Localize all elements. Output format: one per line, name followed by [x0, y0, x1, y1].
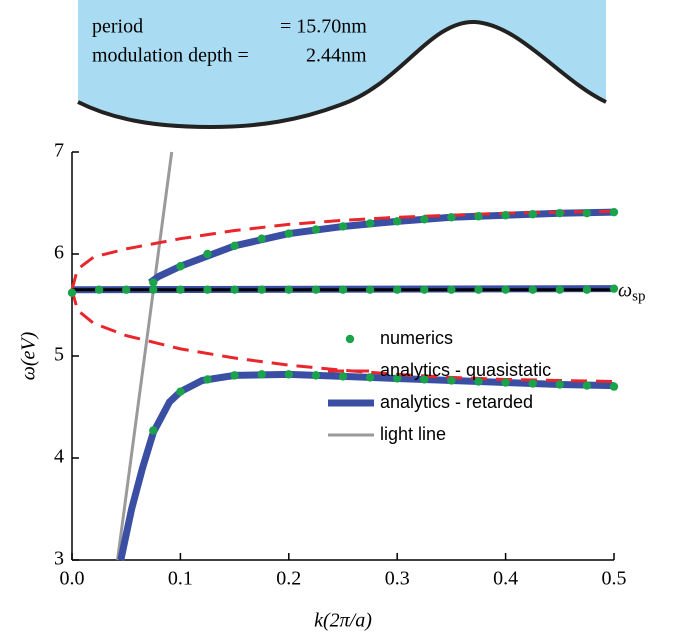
data-point [582, 209, 592, 218]
data-point [501, 378, 510, 387]
data-point [257, 234, 266, 243]
legend-label: light line [380, 424, 446, 444]
data-point [257, 370, 266, 379]
data-point [555, 380, 564, 389]
data-point [230, 371, 239, 380]
data-point [94, 285, 104, 294]
data-point [393, 374, 402, 383]
data-point [311, 225, 321, 234]
data-point [447, 213, 456, 222]
x-tick-label: 0.0 [60, 568, 85, 590]
data-point [338, 222, 348, 231]
x-tick-label: 0.2 [276, 568, 301, 590]
x-tick-label: 0.3 [385, 568, 410, 590]
period-value: = 15.70nm [280, 16, 367, 38]
data-point [582, 285, 592, 294]
data-point [230, 241, 239, 251]
data-point [528, 210, 537, 219]
data-point [501, 211, 510, 220]
data-point [609, 207, 619, 217]
data-point [365, 285, 375, 294]
data-point [311, 371, 321, 380]
data-point [420, 285, 429, 294]
data-point [474, 377, 483, 386]
data-point [122, 285, 131, 294]
data-point [609, 284, 619, 293]
data-point [474, 212, 483, 221]
data-point [555, 209, 564, 218]
x-tick-label: 0.5 [602, 568, 627, 590]
y-tick-label: 5 [54, 344, 64, 366]
surface-fill [78, 0, 606, 127]
data-point [67, 288, 77, 297]
data-point [474, 285, 483, 294]
data-point [311, 285, 321, 294]
data-point [447, 285, 456, 294]
legend-label: analytics - quasistatic [380, 360, 551, 380]
surface-inset: period = 15.70nm modulation depth = 2.44… [77, 0, 607, 130]
period-label: period [92, 16, 143, 38]
data-point [555, 285, 564, 294]
data-point [149, 285, 158, 294]
data-point [203, 375, 212, 384]
data-point [582, 381, 592, 390]
x-tick-label: 0.4 [493, 568, 518, 590]
data-point [230, 285, 239, 294]
data-point [257, 285, 266, 294]
x-axis-label: k(2π/a) [314, 610, 372, 632]
data-point [501, 285, 510, 294]
y-tick-label: 3 [54, 548, 64, 570]
data-point [338, 285, 348, 294]
x-tick-label: 0.1 [168, 568, 193, 590]
data-point [149, 426, 158, 435]
data-point [609, 382, 619, 391]
legend-marker [345, 334, 355, 344]
data-point [284, 229, 293, 238]
data-point [176, 285, 185, 294]
data-point [176, 387, 185, 396]
data-point [393, 285, 402, 294]
data-point [528, 285, 537, 294]
data-point [176, 262, 185, 271]
y-tick-label: 7 [54, 140, 64, 162]
data-point [284, 370, 293, 379]
data-point [365, 373, 375, 382]
data-point [393, 217, 402, 226]
data-point [365, 219, 375, 228]
series-line [116, 151, 174, 561]
data-point [203, 285, 212, 294]
legend-label: analytics - retarded [380, 392, 533, 412]
reference-label: ωsp [618, 279, 645, 305]
surface-profile [77, 19, 607, 130]
reference-symbol: ω [618, 279, 632, 301]
data-point [528, 379, 537, 388]
depth-label: modulation depth = [92, 45, 249, 67]
data-point [149, 278, 158, 287]
depth-value: 2.44nm [306, 45, 367, 67]
y-tick-label: 4 [54, 446, 64, 468]
data-point [447, 376, 456, 385]
data-point [420, 375, 429, 384]
data-point [420, 215, 429, 224]
y-tick-label: 6 [54, 242, 64, 264]
reference-subscript: sp [632, 289, 645, 305]
legend-label: numerics [380, 328, 453, 348]
data-point [203, 249, 212, 259]
data-point [284, 285, 293, 294]
y-axis-label: ω(eV) [18, 331, 40, 380]
data-point [338, 372, 348, 381]
